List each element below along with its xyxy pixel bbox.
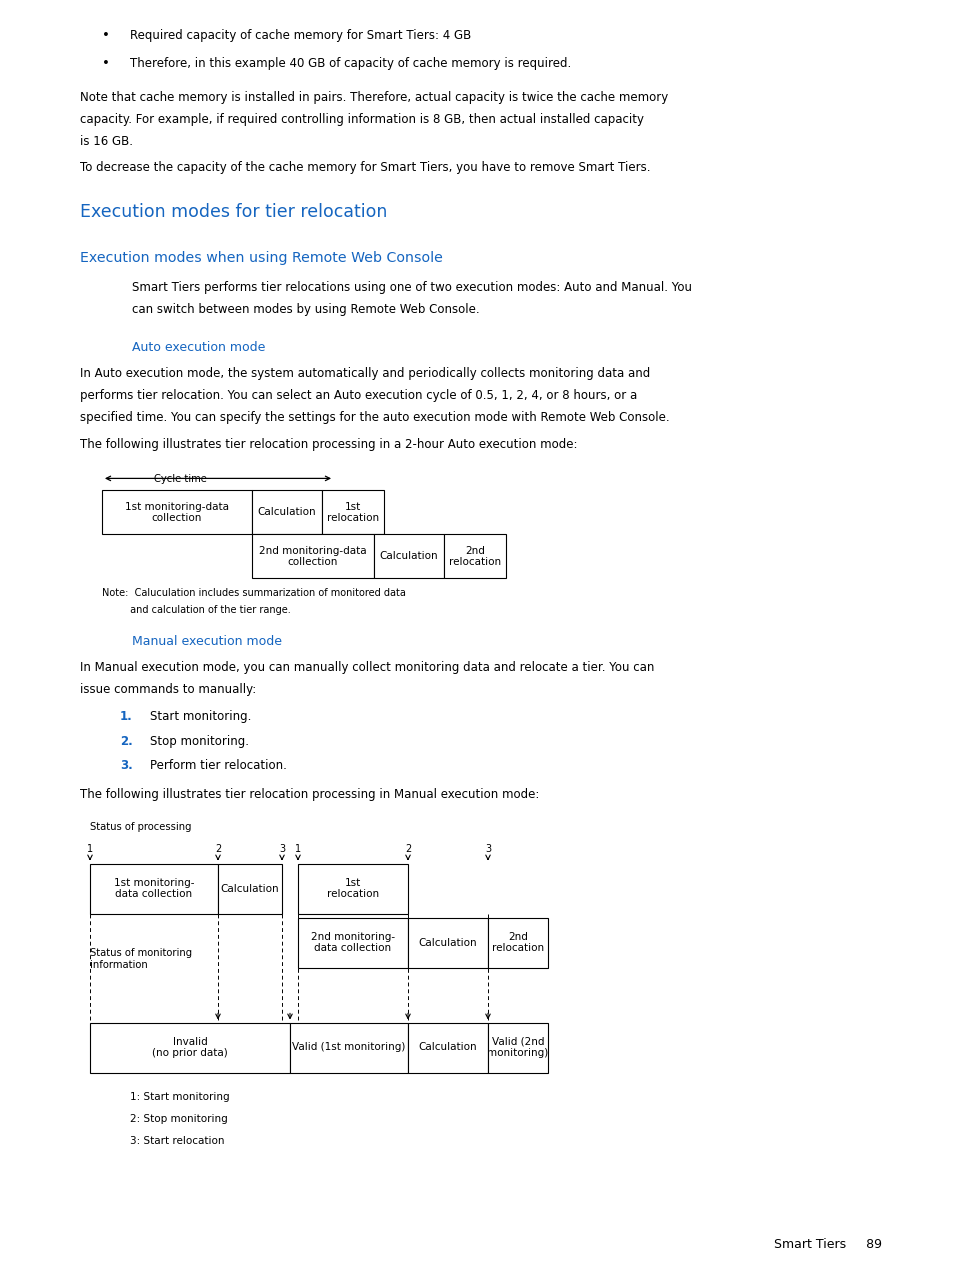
Text: 1st monitoring-
data collection: 1st monitoring- data collection	[113, 878, 194, 900]
Text: 2: 2	[214, 844, 221, 854]
Text: Calculation: Calculation	[257, 507, 316, 517]
Bar	[488, 1022, 547, 1073]
Text: 2nd monitoring-data
collection: 2nd monitoring-data collection	[259, 545, 366, 567]
Text: Smart Tiers performs tier relocations using one of two execution modes: Auto and: Smart Tiers performs tier relocations us…	[132, 281, 691, 295]
Text: Calculation: Calculation	[220, 883, 279, 894]
Text: 1: 1	[294, 844, 301, 854]
Text: performs tier relocation. You can select an Auto execution cycle of 0.5, 1, 2, 4: performs tier relocation. You can select…	[80, 389, 637, 402]
Text: The following illustrates tier relocation processing in a 2-hour Auto execution : The following illustrates tier relocatio…	[80, 438, 577, 451]
Text: 2: Stop monitoring: 2: Stop monitoring	[130, 1113, 228, 1124]
Bar	[488, 918, 547, 967]
Text: Invalid
(no prior data): Invalid (no prior data)	[152, 1037, 228, 1059]
Text: To decrease the capacity of the cache memory for Smart Tiers, you have to remove: To decrease the capacity of the cache me…	[80, 161, 650, 174]
Text: 1: Start monitoring: 1: Start monitoring	[130, 1093, 230, 1102]
Text: Execution modes when using Remote Web Console: Execution modes when using Remote Web Co…	[80, 252, 442, 266]
Bar	[297, 918, 408, 967]
Text: 3: 3	[484, 844, 491, 854]
Text: Execution modes for tier relocation: Execution modes for tier relocation	[80, 203, 387, 221]
Bar	[297, 863, 408, 914]
Text: 1: 1	[87, 844, 93, 854]
Text: Calculation: Calculation	[379, 552, 437, 562]
Text: Status of processing: Status of processing	[90, 821, 192, 831]
Bar	[408, 1022, 488, 1073]
Bar	[90, 1022, 290, 1073]
Text: 3: 3	[278, 844, 285, 854]
Text: 2nd monitoring-
data collection: 2nd monitoring- data collection	[311, 932, 395, 953]
Text: The following illustrates tier relocation processing in Manual execution mode:: The following illustrates tier relocatio…	[80, 788, 538, 801]
Text: •: •	[102, 29, 110, 42]
Bar	[443, 534, 505, 578]
Text: 1st monitoring-data
collection: 1st monitoring-data collection	[125, 502, 229, 524]
Text: Smart Tiers     89: Smart Tiers 89	[773, 1238, 882, 1251]
Text: Auto execution mode: Auto execution mode	[132, 341, 265, 355]
Bar	[218, 863, 282, 914]
Text: Note:  Caluculation includes summarization of monitored data: Note: Caluculation includes summarizatio…	[102, 588, 405, 599]
Text: Cycle time: Cycle time	[153, 474, 207, 484]
Text: Valid (2nd
monitoring): Valid (2nd monitoring)	[487, 1037, 548, 1059]
Text: 2nd
relocation: 2nd relocation	[449, 545, 500, 567]
Bar	[322, 491, 384, 534]
Bar	[252, 491, 322, 534]
Text: specified time. You can specify the settings for the auto execution mode with Re: specified time. You can specify the sett…	[80, 411, 669, 423]
Text: In Auto execution mode, the system automatically and periodically collects monit: In Auto execution mode, the system autom…	[80, 367, 650, 380]
Text: Calculation: Calculation	[418, 1042, 476, 1052]
Text: Status of monitoring
information: Status of monitoring information	[90, 948, 192, 970]
Text: can switch between modes by using Remote Web Console.: can switch between modes by using Remote…	[132, 304, 479, 316]
Bar	[90, 863, 218, 914]
Text: Stop monitoring.: Stop monitoring.	[150, 735, 249, 747]
Text: Required capacity of cache memory for Smart Tiers: 4 GB: Required capacity of cache memory for Sm…	[130, 29, 471, 42]
Text: 3: Start relocation: 3: Start relocation	[130, 1135, 224, 1145]
Text: issue commands to manually:: issue commands to manually:	[80, 684, 256, 697]
Bar	[102, 491, 252, 534]
Text: 2.: 2.	[120, 735, 132, 747]
Text: 3.: 3.	[120, 759, 132, 771]
Text: 2: 2	[405, 844, 411, 854]
Text: and calculation of the tier range.: and calculation of the tier range.	[102, 605, 291, 615]
Text: Manual execution mode: Manual execution mode	[132, 636, 282, 648]
Text: Valid (1st monitoring): Valid (1st monitoring)	[292, 1042, 405, 1052]
Bar	[408, 918, 488, 967]
Text: 1st
relocation: 1st relocation	[327, 502, 378, 524]
Bar	[290, 1022, 408, 1073]
Text: Calculation: Calculation	[418, 938, 476, 947]
Text: is 16 GB.: is 16 GB.	[80, 135, 132, 147]
Text: 1.: 1.	[120, 710, 132, 723]
Text: 2nd
relocation: 2nd relocation	[492, 932, 543, 953]
Text: capacity. For example, if required controlling information is 8 GB, then actual : capacity. For example, if required contr…	[80, 113, 643, 126]
Text: Note that cache memory is installed in pairs. Therefore, actual capacity is twic: Note that cache memory is installed in p…	[80, 92, 667, 104]
Text: In Manual execution mode, you can manually collect monitoring data and relocate : In Manual execution mode, you can manual…	[80, 661, 654, 675]
Text: Start monitoring.: Start monitoring.	[150, 710, 251, 723]
Bar	[252, 534, 374, 578]
Text: 1st
relocation: 1st relocation	[327, 878, 378, 900]
Text: Perform tier relocation.: Perform tier relocation.	[150, 759, 287, 771]
Bar	[374, 534, 443, 578]
Text: •: •	[102, 57, 110, 70]
Text: Therefore, in this example 40 GB of capacity of cache memory is required.: Therefore, in this example 40 GB of capa…	[130, 57, 571, 70]
